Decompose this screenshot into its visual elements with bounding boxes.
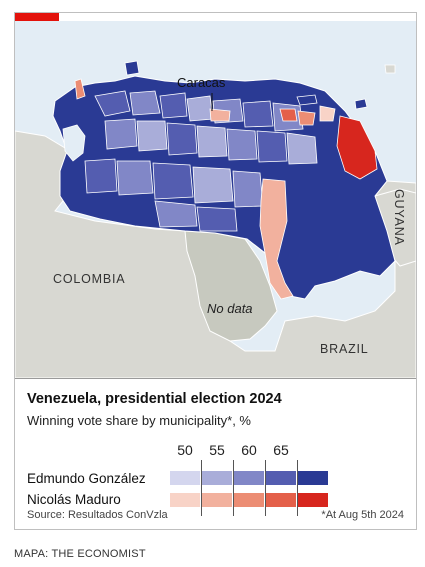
legend-swatch-1 (202, 493, 232, 507)
maduro-swatches (170, 493, 328, 507)
legend-swatch-4 (298, 471, 328, 485)
legend-swatch-2 (234, 471, 264, 485)
islands (124, 60, 396, 110)
maduro-row-label: Nicolás Maduro (27, 492, 121, 507)
scale-tick-55: 55 (209, 442, 225, 458)
colombia-label: COLOMBIA (53, 272, 125, 286)
no-data-region (184, 230, 278, 342)
legend-subtitle: Winning vote share by municipality*, % (27, 413, 251, 428)
scale-tick-65: 65 (273, 442, 289, 458)
legend-swatch-3 (266, 493, 296, 507)
map-credit: MAPA: THE ECONOMIST (14, 548, 146, 560)
maduro-areas (74, 78, 378, 300)
map-figure: Caracas COLOMBIA BRAZIL GUYANA No data V… (14, 12, 417, 530)
legend-swatch-0 (170, 493, 200, 507)
caracas-label: Caracas (177, 75, 226, 90)
economist-red-tab (15, 13, 59, 21)
scale-tick-60: 60 (241, 442, 257, 458)
brazil-label: BRAZIL (320, 342, 369, 356)
legend-swatch-4 (298, 493, 328, 507)
legend-panel: Venezuela, presidential election 2024 Wi… (15, 378, 416, 529)
legend-swatch-3 (266, 471, 296, 485)
legend-title: Venezuela, presidential election 2024 (27, 391, 282, 407)
footnote: *At Aug 5th 2024 (321, 509, 404, 521)
scale-tick-labels: 50 55 60 65 (177, 442, 355, 460)
legend-swatch-2 (234, 493, 264, 507)
guyana-label: GUYANA (392, 189, 406, 246)
scale-tick-50: 50 (177, 442, 193, 458)
legend-swatch-0 (170, 471, 200, 485)
gonzalez-row-label: Edmundo González (27, 471, 146, 486)
source-note: Source: Resultados ConVzla (27, 509, 168, 521)
scale-tick-lines (170, 460, 330, 516)
gonzalez-swatches (170, 471, 328, 485)
lake-maracaibo (62, 124, 86, 162)
venezuela-map: Caracas COLOMBIA BRAZIL GUYANA No data (15, 21, 416, 378)
legend-swatch-1 (202, 471, 232, 485)
no-data-label: No data (207, 301, 253, 316)
